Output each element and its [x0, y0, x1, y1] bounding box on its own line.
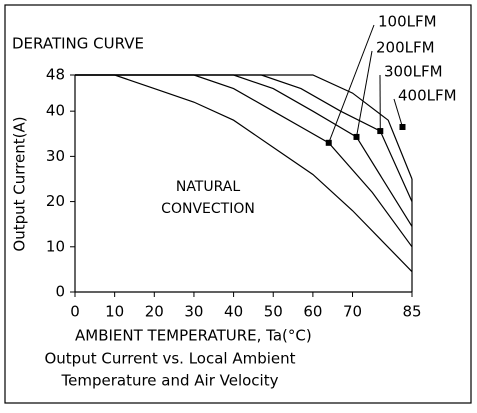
x-tick-label: 20: [145, 303, 164, 321]
y-tick-label: 0: [55, 283, 65, 301]
legend-label: 100LFM: [378, 13, 437, 31]
x-tick-label: 10: [105, 303, 124, 321]
y-tick-label: 30: [46, 147, 65, 165]
x-tick-label: 40: [224, 303, 243, 321]
legend-label: 200LFM: [376, 39, 435, 57]
y-tick-label: 10: [46, 237, 65, 255]
x-tick-label: 0: [70, 303, 80, 321]
caption: Temperature and Air Velocity: [61, 372, 279, 390]
legend-label: 300LFM: [384, 63, 443, 81]
y-tick-label: 48: [46, 66, 65, 84]
x-tick-label: 60: [303, 303, 322, 321]
annotation: CONVECTION: [161, 201, 255, 217]
marker: [353, 134, 359, 140]
curve: [75, 75, 412, 247]
x-tick-label: 85: [402, 303, 421, 321]
y-axis-label: Output Current(A): [11, 116, 29, 251]
marker: [377, 128, 383, 134]
annotation: NATURAL: [176, 179, 240, 195]
x-tick-label: 70: [343, 303, 362, 321]
chart-title: DERATING CURVE: [12, 35, 144, 53]
caption: Output Current vs. Local Ambient: [44, 350, 295, 368]
curve: [75, 75, 412, 272]
y-tick-label: 40: [46, 102, 65, 120]
x-tick-label: 50: [264, 303, 283, 321]
marker: [399, 124, 405, 130]
marker: [326, 140, 332, 146]
x-axis-label: AMBIENT TEMPERATURE, Ta(°C): [75, 327, 312, 345]
legend-label: 400LFM: [398, 87, 457, 105]
y-tick-label: 20: [46, 192, 65, 210]
x-tick-label: 30: [184, 303, 203, 321]
